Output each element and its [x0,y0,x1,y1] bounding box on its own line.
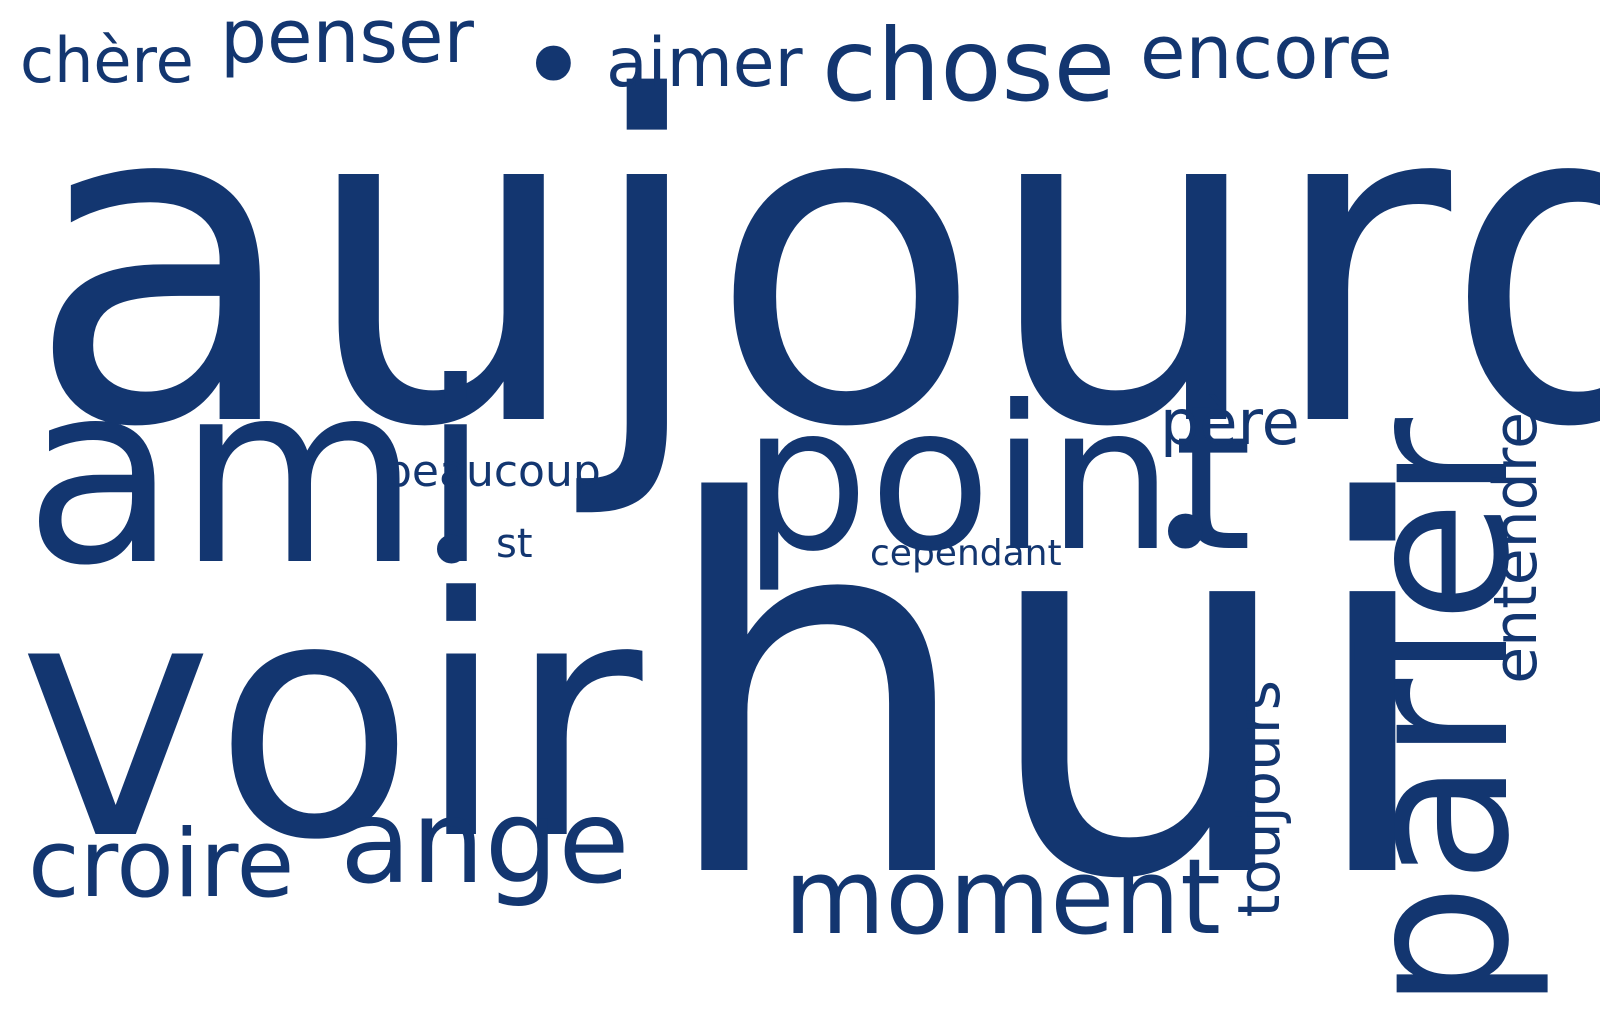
word-dot-right: • [1150,466,1221,605]
word-beaucoup: beaucoup [384,446,601,497]
word-ami: ami [24,329,491,620]
word-dot-middle: • [422,493,481,610]
word-moment: moment [784,836,1221,958]
word-ange: ange [340,775,630,910]
word-dot-top: • [518,0,589,137]
word-aujourd: aujourd [26,3,1600,525]
word-chose: chose [822,7,1116,124]
word-encore: encore [1140,10,1393,96]
word-cependant: cependant [870,533,1062,574]
word-hui: hui [655,398,1444,991]
word-voir: voir [18,528,643,912]
word-chere: chère [20,24,194,97]
word-toujours: toujours [1225,680,1293,918]
word-entendre: entendre [1481,412,1551,684]
word-pere: père [1160,386,1300,459]
word-aimer: aimer [606,24,803,103]
word-point: point [742,363,1253,596]
word-penser: penser [220,0,474,80]
word-st: st [496,521,533,567]
word-croire: croire [28,810,295,919]
